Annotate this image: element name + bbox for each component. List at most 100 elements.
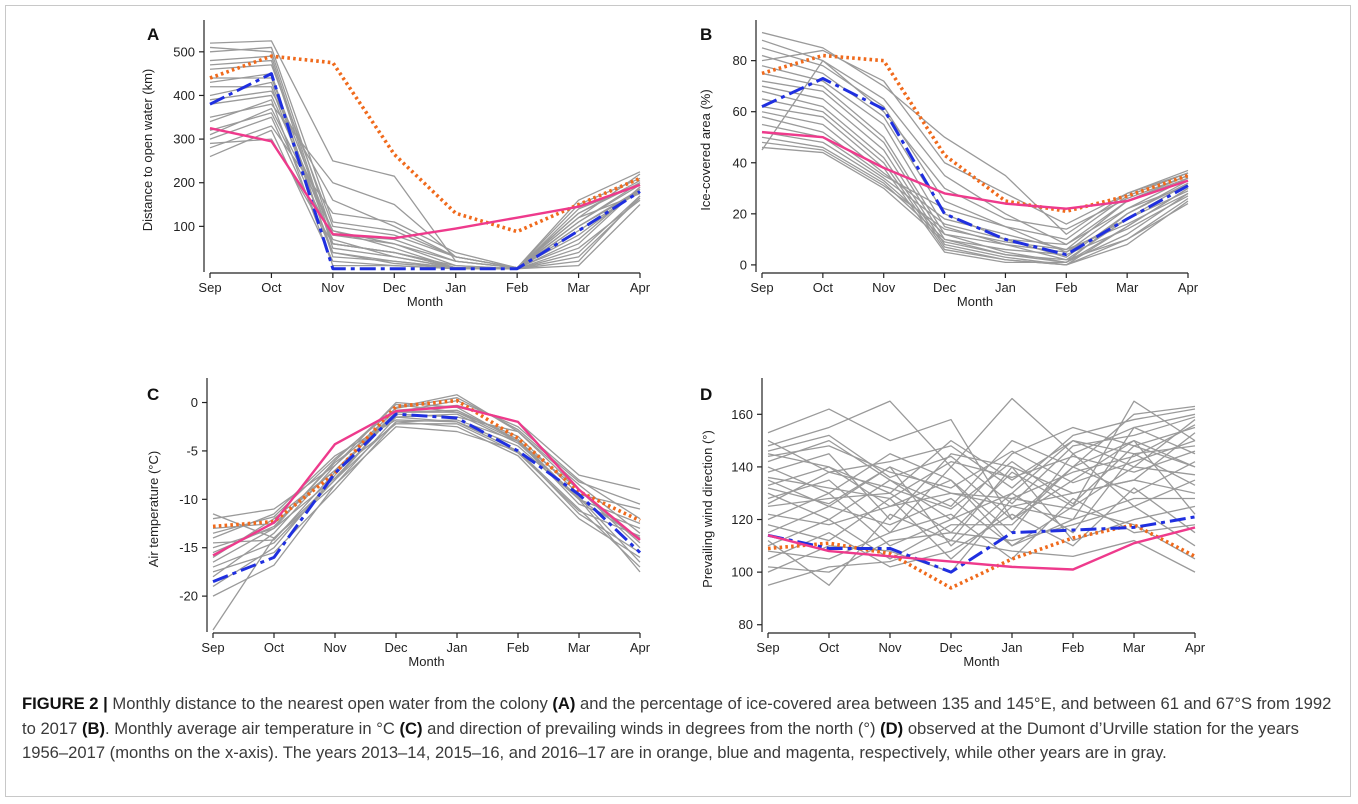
y-axis-label: Ice-covered area (%) bbox=[698, 89, 713, 210]
x-tick-label: Jan bbox=[995, 280, 1016, 295]
gray-year-line bbox=[761, 90, 1189, 266]
x-tick-label: Jan bbox=[447, 640, 468, 655]
x-tick-label: Oct bbox=[264, 640, 285, 655]
caption-ref-d: (D) bbox=[880, 718, 904, 738]
gray-year-line bbox=[767, 453, 1196, 547]
gray-year-line bbox=[212, 409, 641, 563]
x-tick-label: Dec bbox=[933, 280, 957, 295]
y-tick-label: -15 bbox=[179, 540, 198, 555]
x-tick-label: Feb bbox=[507, 640, 529, 655]
y-tick-label: 100 bbox=[731, 565, 753, 580]
caption-ref-a: (A) bbox=[552, 694, 576, 713]
y-tick-label: 20 bbox=[733, 206, 747, 221]
caption-ref-c: (C) bbox=[399, 718, 423, 738]
caption-text-3: . Monthly average air temperature in °C bbox=[105, 718, 400, 738]
gray-year-line bbox=[767, 445, 1196, 510]
x-tick-label: Feb bbox=[1062, 640, 1084, 655]
x-tick-label: Jan bbox=[1002, 640, 1023, 655]
series-line-blue bbox=[761, 77, 1189, 257]
gray-year-line bbox=[212, 416, 641, 597]
x-tick-label: Mar bbox=[568, 640, 591, 655]
x-axis-label: Month bbox=[408, 654, 444, 669]
figure-caption: FIGURE 2 | Monthly distance to the neare… bbox=[22, 692, 1332, 766]
gray-year-line bbox=[209, 125, 641, 269]
y-tick-label: 80 bbox=[733, 53, 747, 68]
gray-year-line bbox=[761, 31, 1189, 235]
x-tick-label: Jan bbox=[445, 280, 466, 295]
x-tick-label: Sep bbox=[750, 280, 773, 295]
series-line-magenta bbox=[767, 526, 1196, 571]
y-axis-label: Distance to open water (km) bbox=[140, 69, 155, 232]
x-tick-label: Apr bbox=[1178, 280, 1199, 295]
gray-year-line bbox=[767, 497, 1196, 573]
gray-year-line bbox=[209, 46, 641, 269]
gray-year-line bbox=[767, 466, 1196, 586]
x-axis-label: Month bbox=[957, 294, 993, 309]
gray-year-line bbox=[212, 423, 641, 544]
series-line-blue bbox=[212, 412, 642, 583]
y-tick-label: 300 bbox=[173, 132, 195, 147]
gray-year-line bbox=[767, 408, 1196, 489]
x-tick-label: Sep bbox=[198, 280, 221, 295]
gray-year-line bbox=[210, 86, 641, 270]
series-line-magenta bbox=[761, 130, 1189, 210]
gray-year-line bbox=[761, 131, 1189, 253]
figure-frame bbox=[5, 5, 1351, 797]
gray-year-line bbox=[767, 439, 1196, 521]
y-tick-label: 100 bbox=[173, 219, 195, 234]
y-tick-label: 200 bbox=[173, 175, 195, 190]
gray-year-line bbox=[761, 47, 1189, 253]
x-tick-label: Oct bbox=[819, 640, 840, 655]
panel-letter: B bbox=[700, 25, 712, 44]
panel-C: C 0 -5 -10 -15 -20 Sep Oct Nov Dec Jan Feb Mar Apr Mon… bbox=[146, 378, 651, 669]
gray-year-line bbox=[761, 146, 1189, 261]
x-tick-label: Feb bbox=[506, 280, 528, 295]
gray-year-line bbox=[212, 397, 641, 534]
x-tick-label: Dec bbox=[384, 640, 408, 655]
series-line-magenta bbox=[212, 405, 641, 557]
gray-year-line bbox=[761, 59, 1189, 230]
x-tick-label: Mar bbox=[1116, 280, 1139, 295]
gray-year-line bbox=[209, 129, 641, 270]
gray-year-line bbox=[761, 141, 1189, 251]
x-tick-label: Mar bbox=[1123, 640, 1146, 655]
x-tick-label: Nov bbox=[872, 280, 896, 295]
y-tick-label: 160 bbox=[731, 407, 753, 422]
caption-text-5: observed at the Dumont d’Urville station… bbox=[22, 718, 1299, 763]
gray-year-line bbox=[761, 123, 1189, 246]
gray-year-line bbox=[209, 107, 641, 270]
y-tick-label: -10 bbox=[179, 492, 198, 507]
gray-year-line bbox=[767, 439, 1196, 560]
x-tick-label: Feb bbox=[1055, 280, 1077, 295]
x-tick-label: Oct bbox=[813, 280, 834, 295]
series-line-orange bbox=[761, 53, 1189, 214]
y-axis-label: Prevailing wind direction (°) bbox=[700, 430, 715, 588]
x-axis-label: Month bbox=[963, 654, 999, 669]
caption-label: FIGURE 2 | bbox=[22, 694, 108, 713]
y-tick-label: 60 bbox=[733, 104, 747, 119]
x-tick-label: Sep bbox=[756, 640, 779, 655]
x-tick-label: Sep bbox=[201, 640, 224, 655]
gray-year-line bbox=[761, 136, 1189, 256]
panel-letter: A bbox=[147, 25, 159, 44]
gray-year-line bbox=[767, 487, 1196, 568]
x-tick-label: Nov bbox=[878, 640, 902, 655]
gray-year-line bbox=[767, 497, 1195, 547]
gray-year-line bbox=[761, 39, 1189, 246]
gray-year-line bbox=[212, 426, 641, 554]
panel-letter: C bbox=[147, 385, 159, 404]
x-tick-label: Dec bbox=[939, 640, 963, 655]
gray-year-line bbox=[767, 424, 1196, 505]
x-tick-label: Nov bbox=[323, 640, 347, 655]
caption-text-4: and direction of prevailing winds in deg… bbox=[422, 718, 881, 738]
gray-year-line bbox=[767, 439, 1196, 534]
gray-year-line bbox=[209, 46, 641, 269]
x-tick-label: Nov bbox=[321, 280, 345, 295]
x-tick-label: Apr bbox=[1185, 640, 1206, 655]
gray-year-line bbox=[767, 426, 1196, 521]
y-axis-label: Air temperature (°C) bbox=[146, 451, 161, 567]
x-tick-label: Oct bbox=[261, 280, 282, 295]
y-tick-label: -20 bbox=[179, 589, 198, 604]
gray-year-line bbox=[761, 111, 1189, 251]
